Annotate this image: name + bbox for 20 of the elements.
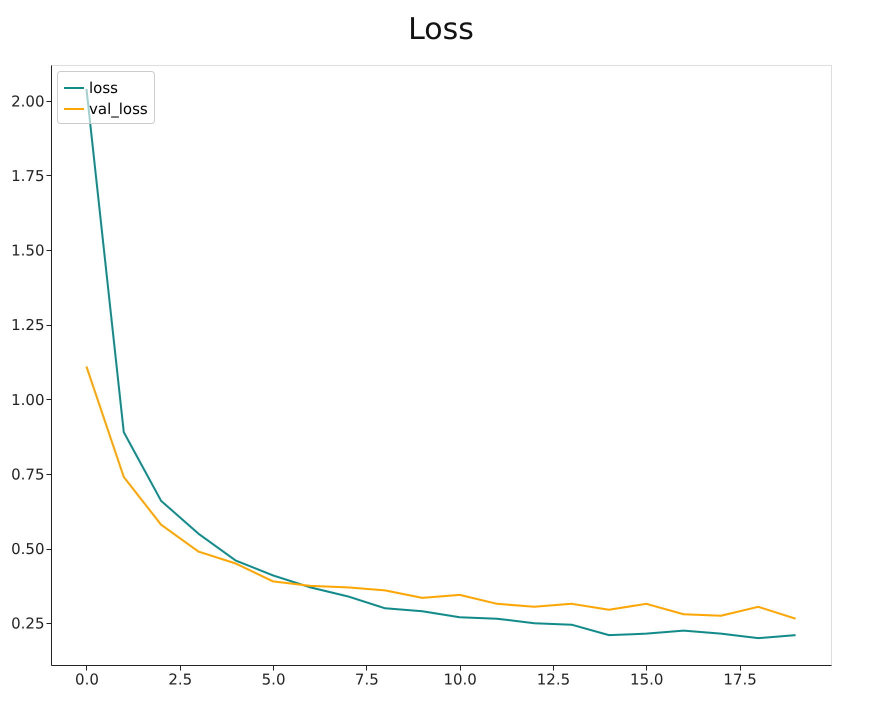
x-tick-label: 15.0 xyxy=(630,670,664,688)
y-tick-label: 0.25 xyxy=(11,614,44,633)
y-tick-label: 1.50 xyxy=(11,242,44,260)
x-tick-label: 12.5 xyxy=(536,670,570,688)
line-series xyxy=(85,365,797,620)
legend-label: loss xyxy=(89,79,118,97)
y-tick-label: 1.75 xyxy=(11,166,44,185)
x-tick-label: 0.0 xyxy=(75,670,99,688)
x-tick-label: 10.0 xyxy=(443,670,477,688)
x-tick-label: 7.5 xyxy=(354,670,379,688)
x-tick-label: 5.0 xyxy=(262,670,286,688)
y-tick-label: 1.25 xyxy=(11,316,44,334)
x-tick-label: 17.5 xyxy=(723,670,757,688)
x-tick-label: 2.5 xyxy=(168,670,192,688)
legend-label: val_loss xyxy=(89,100,148,118)
y-tick-label: 2.00 xyxy=(11,92,44,110)
y-tick-label: 1.00 xyxy=(11,390,44,409)
y-tick-label: 0.75 xyxy=(11,465,44,484)
y-tick-label: 0.50 xyxy=(11,540,44,558)
chart-title: Loss xyxy=(408,12,474,47)
